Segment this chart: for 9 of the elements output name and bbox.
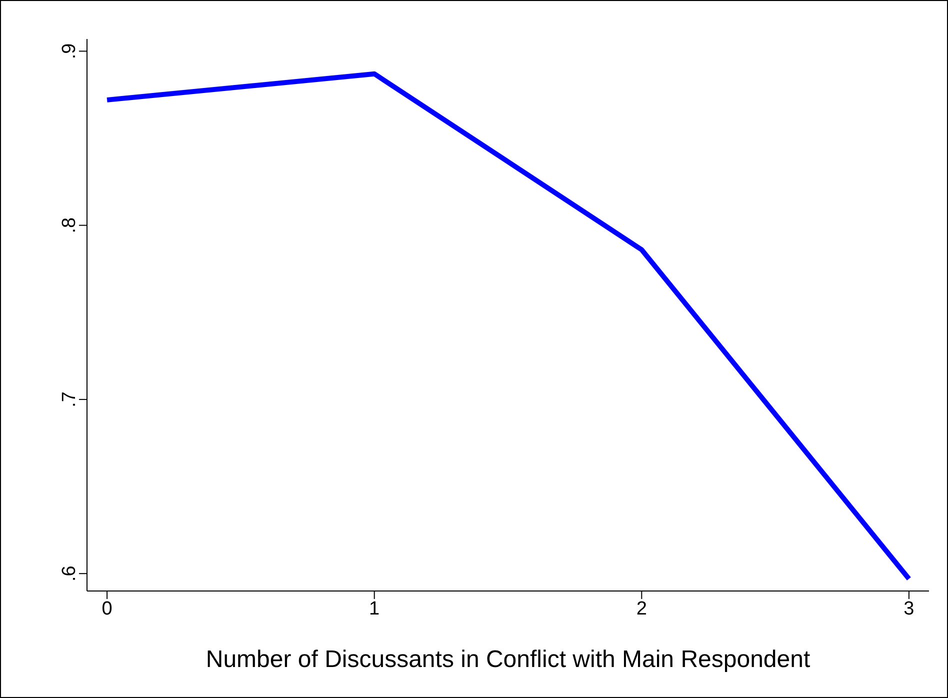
y-tick-label: .7 (59, 392, 80, 408)
y-tick-label: .6 (59, 566, 80, 582)
y-tick-label: .9 (59, 43, 80, 60)
x-tick-label: 3 (904, 598, 914, 620)
y-tick-label: .8 (59, 217, 80, 234)
x-tick-label: 1 (369, 598, 380, 620)
x-axis-title: Number of Discussants in Conflict with Main Respondent (206, 646, 810, 673)
x-tick-label: 2 (636, 598, 647, 620)
x-tick-label: 0 (102, 598, 112, 620)
